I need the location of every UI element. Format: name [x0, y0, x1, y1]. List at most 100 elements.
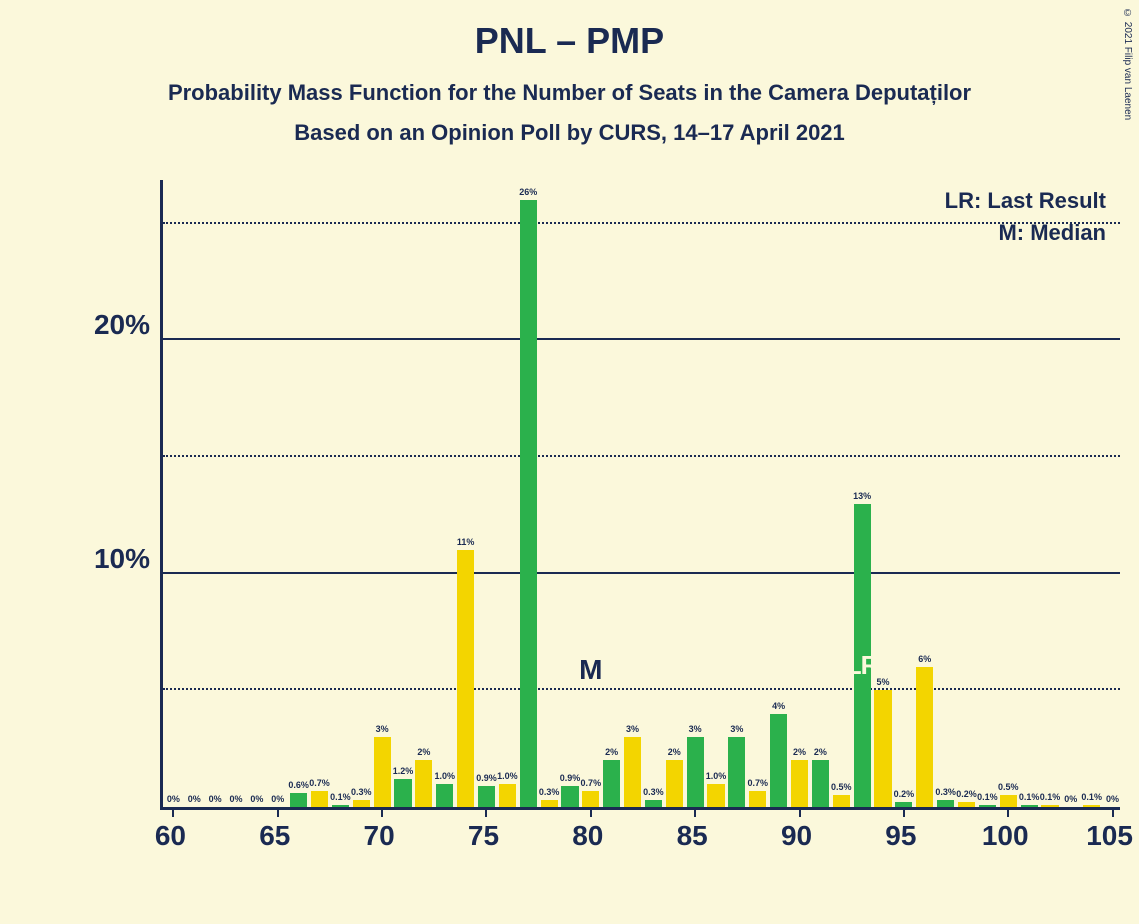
legend-lr: LR: Last Result — [945, 188, 1106, 214]
bar-value-label: 0.2% — [894, 789, 915, 799]
bar-value-label: 0.6% — [288, 780, 309, 790]
bar — [728, 737, 745, 807]
bar — [624, 737, 641, 807]
bar-value-label: 0.3% — [643, 787, 664, 797]
bar — [791, 760, 808, 807]
bar-value-label: 1.0% — [497, 771, 518, 781]
bar-value-label: 0.5% — [831, 782, 852, 792]
bar — [436, 784, 453, 807]
gridline-major — [163, 572, 1120, 574]
x-axis-label: 70 — [364, 820, 395, 852]
bar-value-label: 0.1% — [330, 792, 351, 802]
last-result-marker: LR — [846, 650, 879, 681]
x-axis-label: 90 — [781, 820, 812, 852]
bar-value-label: 2% — [814, 747, 827, 757]
x-axis-label: 85 — [677, 820, 708, 852]
bar-value-label: 0.9% — [560, 773, 581, 783]
y-axis-label: 20% — [70, 309, 150, 341]
bar — [457, 550, 474, 807]
bar-value-label: 2% — [605, 747, 618, 757]
chart-subtitle-2: Based on an Opinion Poll by CURS, 14–17 … — [0, 120, 1139, 146]
bar — [645, 800, 662, 807]
bar-value-label: 0% — [188, 794, 201, 804]
x-tick — [277, 807, 279, 817]
bar-value-label: 0.1% — [977, 792, 998, 802]
bar-value-label: 11% — [457, 537, 475, 547]
bar-value-label: 3% — [689, 724, 702, 734]
bar — [874, 690, 891, 807]
bar-value-label: 0% — [271, 794, 284, 804]
bar-value-label: 4% — [772, 701, 785, 711]
bar — [374, 737, 391, 807]
chart-subtitle-1: Probability Mass Function for the Number… — [0, 80, 1139, 106]
bar-value-label: 3% — [730, 724, 743, 734]
bar — [520, 200, 537, 807]
bar-value-label: 0.1% — [1040, 792, 1061, 802]
bar — [1083, 805, 1100, 807]
bar-value-label: 0% — [250, 794, 263, 804]
bar-value-label: 1.0% — [434, 771, 455, 781]
x-tick — [903, 807, 905, 817]
x-tick — [172, 807, 174, 817]
bar — [1041, 805, 1058, 807]
bar-value-label: 0.1% — [1019, 792, 1040, 802]
bar-value-label: 26% — [519, 187, 537, 197]
x-axis-label: 65 — [259, 820, 290, 852]
bar — [937, 800, 954, 807]
gridline-minor — [163, 455, 1120, 457]
x-tick — [1007, 807, 1009, 817]
bar — [666, 760, 683, 807]
bar — [687, 737, 704, 807]
bar — [833, 795, 850, 807]
bar-value-label: 6% — [918, 654, 931, 664]
bar-value-label: 1.0% — [706, 771, 727, 781]
bar-value-label: 0.3% — [935, 787, 956, 797]
title-block: PNL – PMP Probability Mass Function for … — [0, 0, 1139, 146]
bar — [958, 802, 975, 807]
median-marker: M — [579, 654, 602, 686]
y-axis-label: 10% — [70, 543, 150, 575]
bar-value-label: 0.1% — [1081, 792, 1102, 802]
bar — [1021, 805, 1038, 807]
bar — [499, 784, 516, 807]
bar — [582, 791, 599, 807]
bar-value-label: 2% — [668, 747, 681, 757]
bar — [707, 784, 724, 807]
bar-value-label: 13% — [853, 491, 871, 501]
bar-value-label: 0% — [209, 794, 222, 804]
bar — [541, 800, 558, 807]
x-tick — [590, 807, 592, 817]
gridline-minor — [163, 222, 1120, 224]
x-axis-label: 100 — [982, 820, 1029, 852]
bar-value-label: 0.3% — [351, 787, 372, 797]
x-tick — [799, 807, 801, 817]
x-tick — [1112, 807, 1114, 817]
bar-value-label: 3% — [376, 724, 389, 734]
bar — [478, 786, 495, 807]
copyright-text: © 2021 Filip van Laenen — [1122, 8, 1133, 120]
bar — [895, 802, 912, 807]
bar-value-label: 2% — [417, 747, 430, 757]
bar — [394, 779, 411, 807]
bar-value-label: 0.3% — [539, 787, 560, 797]
x-axis-label: 105 — [1086, 820, 1133, 852]
bar — [561, 786, 578, 807]
bar-value-label: 3% — [626, 724, 639, 734]
bar — [770, 714, 787, 807]
bar — [749, 791, 766, 807]
bar-value-label: 0% — [167, 794, 180, 804]
gridline-minor — [163, 688, 1120, 690]
bar-value-label: 0% — [230, 794, 243, 804]
bar — [916, 667, 933, 807]
bar-value-label: 0% — [1064, 794, 1077, 804]
x-axis-label: 60 — [155, 820, 186, 852]
x-axis-label: 95 — [885, 820, 916, 852]
bar — [290, 793, 307, 807]
bar — [311, 791, 328, 807]
bar-value-label: 2% — [793, 747, 806, 757]
plot-area: LR: Last Result M: Median 0%0%0%0%0%0%0.… — [160, 180, 1120, 810]
bar — [332, 805, 349, 807]
bar-value-label: 0.5% — [998, 782, 1019, 792]
bar — [603, 760, 620, 807]
x-tick — [694, 807, 696, 817]
